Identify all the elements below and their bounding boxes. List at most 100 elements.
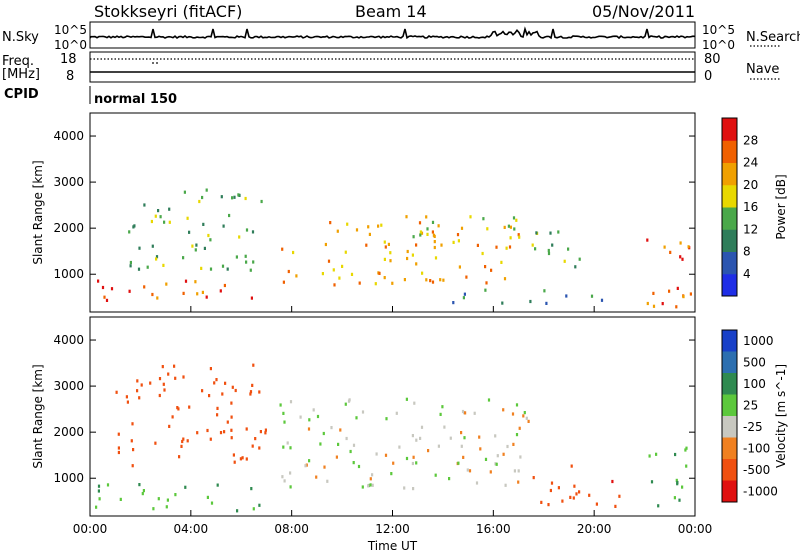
scatter-cell bbox=[196, 292, 199, 296]
scatter-cell bbox=[437, 444, 440, 448]
scatter-cell bbox=[250, 296, 253, 300]
scatter-cell bbox=[508, 245, 512, 249]
scatter-cell bbox=[138, 246, 141, 250]
scatter-cell bbox=[425, 215, 428, 219]
scatter-cell bbox=[132, 448, 135, 452]
scatter-cell bbox=[385, 417, 388, 421]
scatter-cell bbox=[391, 281, 394, 285]
scatter-cell bbox=[398, 445, 401, 449]
scatter-cell bbox=[383, 257, 386, 261]
colorbar-swatch bbox=[722, 273, 737, 297]
scatter-cell bbox=[182, 375, 185, 379]
colorbar-label: Power [dB] bbox=[774, 174, 788, 239]
scatter-cell bbox=[165, 505, 168, 509]
scatter-cell bbox=[515, 433, 519, 437]
colorbar-tick-label: -1000 bbox=[743, 484, 778, 498]
scatter-cell bbox=[462, 296, 465, 300]
scatter-cell bbox=[210, 501, 214, 505]
colorbar-swatch bbox=[722, 351, 737, 374]
scatter-cell bbox=[540, 500, 543, 504]
colorbar-tick-label: -500 bbox=[743, 463, 770, 477]
scatter-cell bbox=[468, 469, 472, 473]
scatter-cell bbox=[507, 224, 510, 228]
scatter-cell bbox=[143, 203, 146, 207]
colorbar-tick-label: 1000 bbox=[743, 334, 774, 348]
scatter-cell bbox=[421, 271, 424, 275]
scatter-cell bbox=[207, 233, 210, 238]
scatter-cell bbox=[685, 446, 688, 450]
scatter-cell bbox=[239, 457, 242, 461]
scatter-cell bbox=[174, 493, 177, 497]
scatter-cell bbox=[194, 248, 197, 252]
scatter-cell bbox=[154, 214, 157, 218]
x-tick-label: 16:00 bbox=[476, 522, 511, 536]
scatter-cell bbox=[216, 413, 219, 417]
scatter-cell bbox=[678, 498, 681, 502]
scatter-cell bbox=[565, 294, 568, 298]
scatter-cell bbox=[527, 419, 530, 423]
scatter-cell bbox=[429, 279, 432, 283]
scatter-cell bbox=[439, 278, 442, 282]
scatter-cell bbox=[406, 249, 409, 254]
scatter-cell bbox=[180, 444, 183, 448]
scatter-cell bbox=[304, 464, 307, 468]
scatter-cell bbox=[529, 299, 532, 304]
scatter-cell bbox=[252, 363, 255, 367]
scatter-cell bbox=[196, 431, 199, 435]
scatter-cell bbox=[231, 385, 234, 389]
scatter-cell bbox=[181, 439, 184, 444]
scatter-cell bbox=[125, 395, 128, 399]
scatter-cell bbox=[427, 449, 430, 453]
scatter-cell bbox=[675, 478, 678, 482]
scatter-cell bbox=[195, 243, 198, 247]
scatter-cell bbox=[251, 444, 254, 448]
scatter-cell bbox=[98, 497, 101, 501]
scatter-cell bbox=[387, 242, 390, 246]
scatter-cell bbox=[406, 256, 409, 261]
scatter-cell bbox=[517, 469, 520, 473]
scatter-cell bbox=[452, 240, 455, 244]
scatter-cell bbox=[168, 424, 171, 428]
station-title: Stokkseyri (fitACF) bbox=[94, 2, 243, 21]
scatter-cell bbox=[198, 199, 201, 204]
scatter-cell bbox=[176, 406, 179, 410]
colorbar-swatch bbox=[722, 394, 737, 417]
freq-tick-top: 18 bbox=[60, 52, 77, 67]
scatter-cell bbox=[614, 504, 617, 508]
scatter-cell bbox=[163, 388, 166, 392]
scatter-cell bbox=[412, 455, 415, 459]
scatter-cell bbox=[184, 279, 188, 283]
scatter-cell bbox=[182, 256, 185, 260]
scatter-cell bbox=[213, 381, 216, 385]
scatter-cell bbox=[522, 414, 525, 418]
scatter-cell bbox=[676, 480, 679, 485]
colorbar-swatch bbox=[722, 416, 737, 438]
scatter-cell bbox=[132, 225, 135, 229]
scatter-cell bbox=[224, 381, 227, 385]
scatter-cell bbox=[525, 416, 528, 420]
scatter-cell bbox=[129, 264, 132, 268]
scatter-cell bbox=[485, 281, 488, 285]
scatter-cell bbox=[216, 406, 219, 410]
scatter-cell bbox=[220, 195, 223, 199]
scatter-cell bbox=[512, 216, 516, 220]
scatter-cell bbox=[457, 239, 460, 243]
scatter-cell bbox=[464, 411, 467, 415]
scatter-cell bbox=[250, 487, 253, 491]
scatter-cell bbox=[136, 379, 139, 383]
scatter-cell bbox=[500, 260, 503, 264]
nsearch-tick-top: 10^5 bbox=[702, 23, 735, 37]
scatter-cell bbox=[547, 503, 550, 507]
scatter-cell bbox=[252, 507, 255, 511]
scatter-cell bbox=[411, 253, 414, 257]
scatter-cell bbox=[478, 435, 481, 439]
scatter-cell bbox=[154, 441, 157, 445]
scatter-cell bbox=[517, 480, 520, 484]
scatter-cell bbox=[245, 457, 248, 461]
x-tick-label: 00:00 bbox=[73, 522, 108, 536]
scatter-cell bbox=[332, 268, 335, 272]
scatter-cell bbox=[219, 431, 223, 435]
colorbar-tick-label: 100 bbox=[743, 377, 766, 391]
x-axis-label: Time UT bbox=[367, 539, 418, 553]
scatter-cell bbox=[412, 487, 415, 491]
